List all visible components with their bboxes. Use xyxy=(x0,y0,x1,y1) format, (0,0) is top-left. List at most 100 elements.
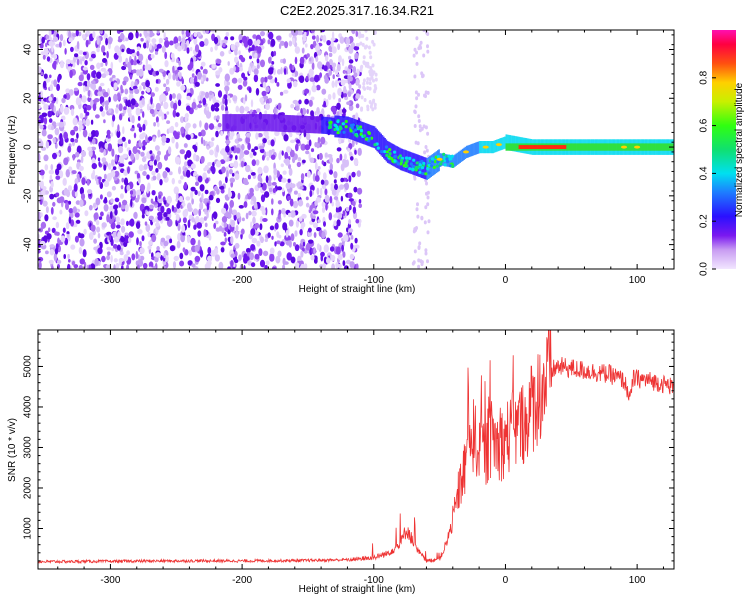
spectrogram-noise-cell xyxy=(135,189,142,197)
signal-core-cell xyxy=(649,143,651,151)
spectrogram-noise-cell xyxy=(149,150,153,155)
spectrogram-noise-cell xyxy=(373,30,377,35)
signal-track-cell xyxy=(433,153,435,176)
signal-core-cell xyxy=(577,143,580,151)
spectrogram-noise-cell xyxy=(203,198,209,202)
spectrogram-noise-cell xyxy=(83,228,87,235)
spectrogram-noise-cell xyxy=(221,216,228,223)
signal-blob xyxy=(342,130,346,134)
spectrogram-noise-cell xyxy=(149,32,155,37)
signal-peak-cell xyxy=(545,145,547,149)
spectrogram-noise-cell xyxy=(104,142,109,150)
signal-track-cell xyxy=(322,116,324,134)
spectrogram-noise-cell xyxy=(336,102,341,111)
spectrogram-noise-cell xyxy=(304,98,309,105)
spectrogram-noise-cell xyxy=(317,166,321,170)
spectrogram-noise-cell xyxy=(300,250,304,258)
spectrogram-noise-cell xyxy=(372,98,376,103)
spectrogram-noise-cell xyxy=(68,208,74,214)
spectrogram-noise-cell xyxy=(199,249,204,258)
spectrogram-noise-cell xyxy=(156,172,161,181)
spectrogram-noise-cell xyxy=(328,59,333,65)
spectrogram-noise-cell xyxy=(357,187,363,195)
spectrogram-noise-cell xyxy=(99,106,104,112)
signal-core-cell xyxy=(580,143,583,151)
spectrogram-noise-cell xyxy=(175,213,180,221)
spectrogram-noise-cell xyxy=(49,244,55,248)
spectrogram-noise-cell xyxy=(49,74,52,79)
spectrogram-noise-cell xyxy=(43,154,49,162)
spectrogram-noise-cell xyxy=(306,109,309,114)
spectrogram-noise-cell xyxy=(169,245,176,252)
spectrogram-noise-cell xyxy=(282,170,287,175)
signal-track-cell xyxy=(460,149,463,162)
spectrogram-noise-cell xyxy=(327,93,332,101)
signal-blob xyxy=(393,150,397,154)
spectrogram-noise-cell xyxy=(352,200,356,207)
spectrogram-noise-cell xyxy=(243,76,248,81)
spectrogram-noise-cell xyxy=(229,67,235,75)
colorbar-tick-label: 0.0 xyxy=(699,262,710,276)
spectrogram-noise-cell xyxy=(326,257,331,264)
spectrogram-noise-cell xyxy=(253,238,256,244)
spectrogram-noise-cell xyxy=(97,157,101,162)
spectrogram-noise-cell xyxy=(255,159,260,166)
spectrogram-noise-cell xyxy=(259,216,264,223)
spectrogram-noise-cell xyxy=(300,143,306,151)
signal-track-cell xyxy=(326,117,328,135)
spectrogram-noise-cell xyxy=(329,195,333,204)
spectrogram-noise-cell xyxy=(84,210,89,217)
signal-blob xyxy=(328,125,333,129)
spectrogram-noise-cell xyxy=(41,112,48,118)
spectrogram-noise-cell xyxy=(292,200,299,209)
spectrogram-noise-cell xyxy=(218,225,223,232)
spectrogram-noise-cell xyxy=(166,207,172,215)
spectrogram-noise-cell xyxy=(274,77,278,84)
spectrogram-noise-cell xyxy=(197,175,203,183)
signal-blob xyxy=(357,126,361,130)
spectrogram-noise-cell xyxy=(351,171,356,178)
spectrogram-noise-cell xyxy=(349,261,355,268)
signal-blob xyxy=(376,146,380,150)
spectrogram-noise-cell xyxy=(311,62,315,70)
spectrogram-noise-cell xyxy=(264,265,268,269)
spectrogram-noise-cell xyxy=(286,78,291,84)
spectrogram-noise-cell xyxy=(101,45,106,53)
spectrogram-noise-cell xyxy=(253,74,259,83)
signal-blob xyxy=(398,154,402,158)
spectrogram-noise-cell xyxy=(178,195,183,203)
spectrogram-noise-cell xyxy=(176,240,181,249)
spectrogram-noise-cell xyxy=(338,98,341,103)
spectrogram-noise-cell xyxy=(330,254,336,262)
spectrogram-noise-cell xyxy=(299,186,304,190)
spectrogram-noise-cell xyxy=(53,60,57,65)
spectrogram-noise-cell xyxy=(51,227,56,233)
spectrogram-noise-cell xyxy=(301,213,307,219)
spectrogram-noise-cell xyxy=(362,78,366,83)
spectrogram-noise-cell xyxy=(227,61,230,66)
spectrogram-noise-cell xyxy=(132,61,137,66)
signal-track-cell xyxy=(383,136,385,159)
spectrogram-noise-cell xyxy=(251,159,256,167)
spectrogram-noise-cell xyxy=(185,134,191,139)
spectrogram-noise-cell xyxy=(45,141,50,149)
signal-core-cell xyxy=(659,143,662,151)
spectrogram-noise-cell xyxy=(164,60,169,68)
spectrogram-noise-cell xyxy=(190,237,196,246)
signal-track-cell xyxy=(321,116,323,134)
signal-core-cell xyxy=(618,143,621,151)
spectrogram-noise-cell xyxy=(79,199,84,208)
signal-core-cell xyxy=(573,143,576,151)
spectrogram-noise-cell xyxy=(210,46,214,53)
spectrogram-noise-cell xyxy=(294,244,300,252)
spectrogram-noise-cell xyxy=(86,104,92,111)
spectrogram-noise-cell xyxy=(75,30,79,37)
spectrogram-noise-cell xyxy=(72,33,77,38)
x-tick-label: 100 xyxy=(629,275,646,286)
spectrogram-noise-cell xyxy=(226,170,229,178)
spectrogram-noise-cell xyxy=(343,79,348,84)
spectrogram-noise-cell xyxy=(96,226,101,233)
spectrogram-noise-cell xyxy=(77,120,84,126)
spectrogram-noise-cell xyxy=(194,189,198,196)
signal-blob xyxy=(422,161,426,165)
